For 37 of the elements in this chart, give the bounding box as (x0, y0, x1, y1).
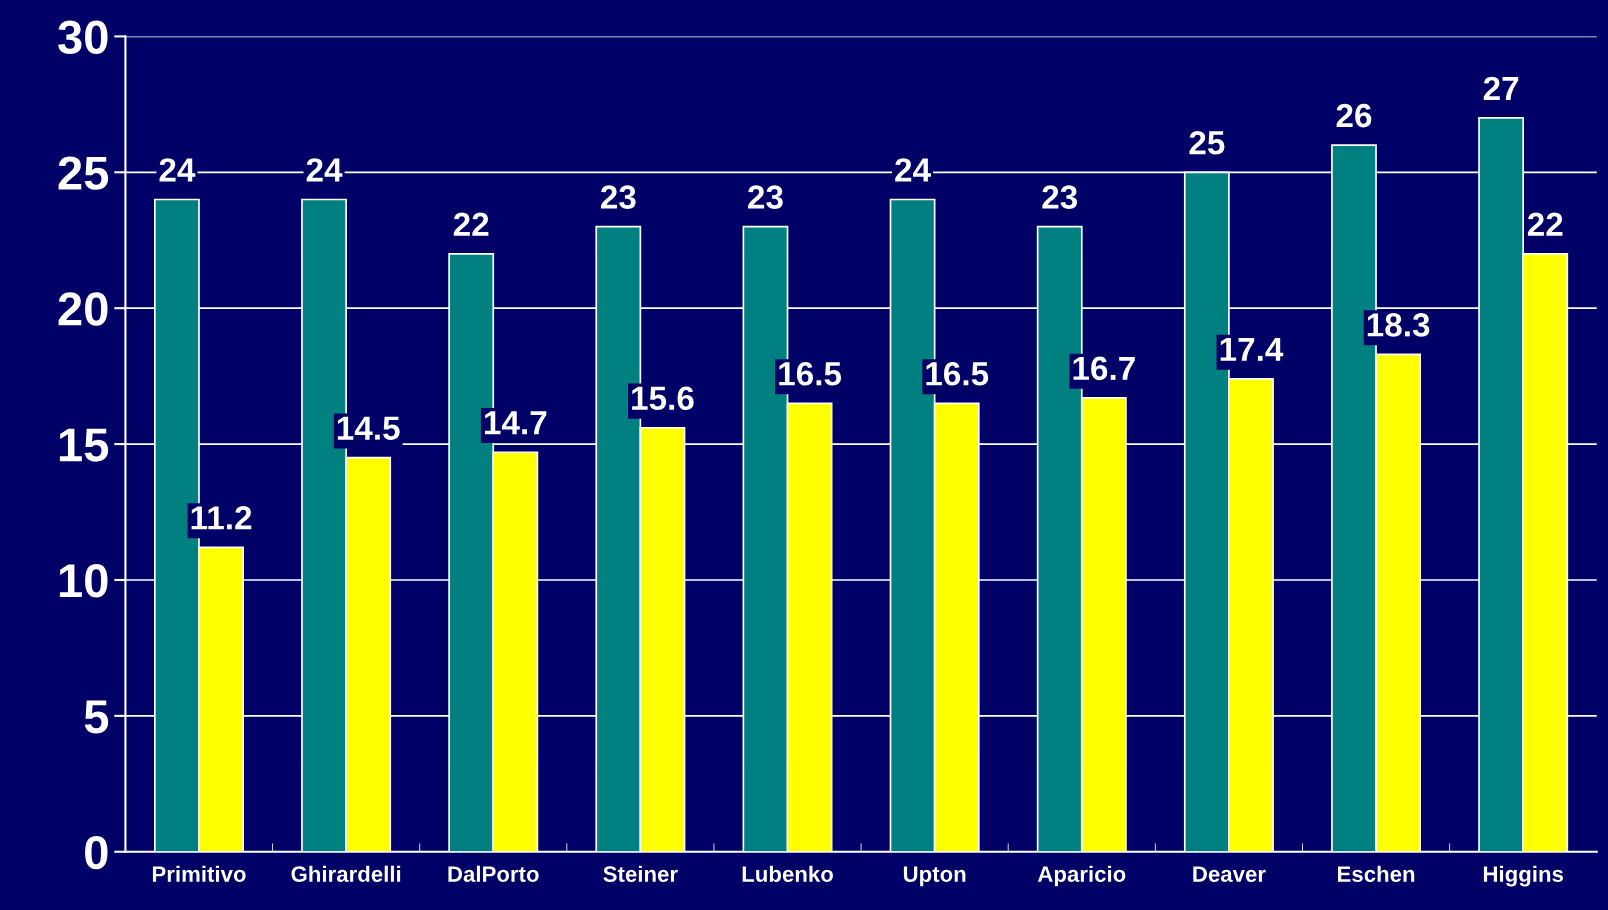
data-label: 14.5 (337, 416, 400, 440)
x-tick-label: DalPorto (448, 865, 539, 882)
data-label: 27 (1483, 76, 1519, 100)
data-label: 26 (1336, 103, 1372, 128)
x-tick-label: Higgins (1483, 865, 1564, 887)
x-tick-label: Aparicio (1037, 865, 1126, 887)
x-tick-label: Upton (903, 866, 966, 887)
x-tick-label: Primitivo (152, 865, 246, 882)
data-label: 25 (1189, 130, 1225, 155)
y-tick-label: 5 (84, 700, 109, 734)
data-label: 24 (895, 158, 931, 182)
data-label: 22 (1527, 212, 1563, 236)
x-tick-label: Ghirardelli (291, 865, 401, 882)
data-label: 18.3 (1367, 313, 1430, 337)
data-label: 17.4 (1220, 337, 1284, 361)
y-tick-label: 25 (58, 156, 109, 190)
x-tick-label: Deaver (1193, 866, 1266, 882)
data-label: 23 (600, 185, 636, 209)
data-label: 23 (1042, 185, 1078, 209)
data-label: 16.5 (779, 362, 842, 386)
data-label: 14.7 (484, 411, 547, 435)
data-label: 16.5 (926, 362, 989, 386)
data-label: 11.2 (191, 506, 252, 530)
x-tick-label: Eschen (1338, 865, 1415, 882)
y-tick-label: 20 (58, 292, 108, 326)
data-label: 16.7 (1073, 356, 1135, 381)
y-tick-label: 15 (59, 428, 109, 462)
data-label: 24 (159, 158, 196, 182)
y-tick-label: 10 (59, 564, 108, 598)
y-tick-label: 0 (85, 835, 108, 870)
data-label: 22 (453, 212, 489, 236)
data-label: 15.6 (632, 386, 694, 411)
data-label: 23 (748, 185, 783, 209)
y-tick-label: 30 (58, 20, 108, 55)
x-tick-label: Steiner (603, 865, 678, 882)
data-label: 24 (306, 158, 343, 182)
x-tick-label: Lubenko (742, 865, 833, 882)
